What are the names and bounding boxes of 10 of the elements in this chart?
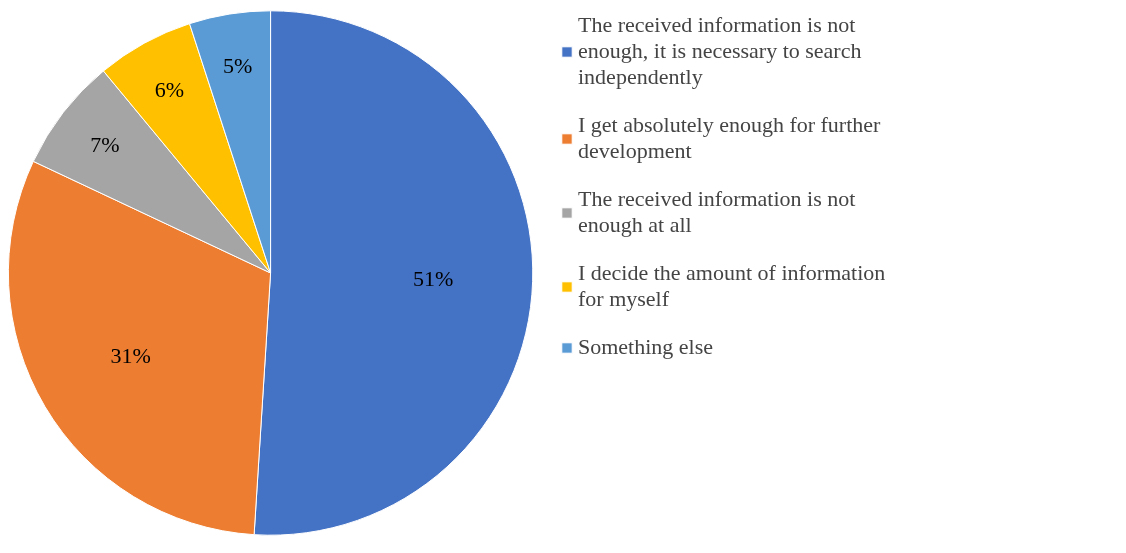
- legend-label: I decide the amount of information for myself: [578, 260, 886, 312]
- legend-label: The received information is not enough at all: [578, 186, 856, 238]
- legend-label: Something else: [578, 334, 714, 360]
- data-label: 31%: [110, 343, 151, 369]
- legend-label: The received information is not enough, it is necessary to search independently: [578, 12, 862, 90]
- legend-label: I get absolutely enough for further development: [578, 112, 881, 164]
- data-label: 7%: [90, 132, 120, 158]
- data-label: 51%: [412, 265, 454, 291]
- data-label: 5%: [223, 53, 253, 79]
- data-label: 6%: [154, 76, 185, 102]
